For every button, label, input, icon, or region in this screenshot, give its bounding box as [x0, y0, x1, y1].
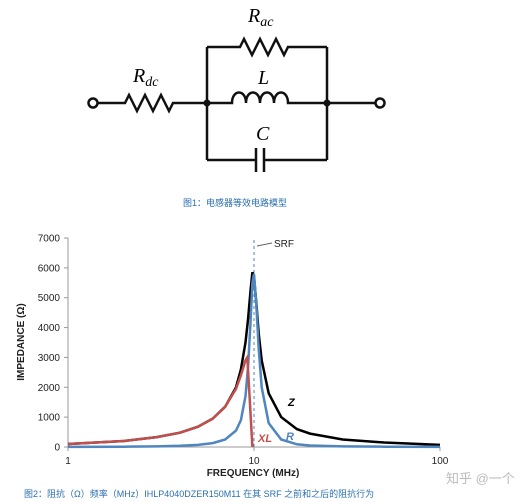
series-label: XL — [257, 433, 272, 445]
watermark: 知乎 @一个 — [446, 471, 515, 486]
y-tick-label: 1000 — [38, 413, 61, 424]
label-rdc: Rdc — [132, 65, 159, 90]
series-label: Z — [287, 397, 296, 409]
y-tick-label: 0 — [54, 443, 60, 454]
y-tick-label: 5000 — [38, 293, 61, 304]
x-tick-label: 10 — [248, 456, 260, 467]
y-tick-label: 3000 — [38, 353, 61, 364]
series-line — [67, 271, 441, 447]
terminal — [374, 97, 386, 109]
series-label: R — [286, 431, 294, 443]
series-line — [67, 353, 254, 448]
caption: 图2：阻抗（Ω）频率（MHz）IHLP4040DZER150M11 在其 SRF… — [24, 488, 374, 499]
series-line — [67, 273, 441, 449]
x-axis-label: FREQUENCY (MHz) — [207, 468, 300, 479]
terminal — [87, 97, 99, 109]
node — [323, 99, 331, 107]
label-c: C — [256, 123, 270, 145]
circuit — [87, 36, 386, 172]
resistor-rdc — [97, 92, 207, 114]
capacitor — [207, 148, 327, 172]
y-axis-label: IMPEDANCE (Ω) — [16, 303, 27, 380]
label-l: L — [257, 67, 269, 89]
caption: 图1：电感器等效电路模型 — [183, 197, 287, 208]
y-tick-label: 6000 — [38, 263, 61, 274]
resistor-rac — [207, 36, 327, 58]
label-rac: Rac — [247, 5, 274, 30]
x-tick-label: 1 — [65, 456, 71, 467]
y-tick-label: 4000 — [38, 323, 61, 334]
x-tick-label: 100 — [432, 456, 449, 467]
y-tick-label: 2000 — [38, 383, 61, 394]
annotation: SRF — [274, 239, 294, 250]
y-tick-label: 7000 — [38, 234, 61, 245]
inductor — [207, 91, 327, 105]
node — [203, 99, 211, 107]
annotation-leader — [256, 242, 273, 247]
